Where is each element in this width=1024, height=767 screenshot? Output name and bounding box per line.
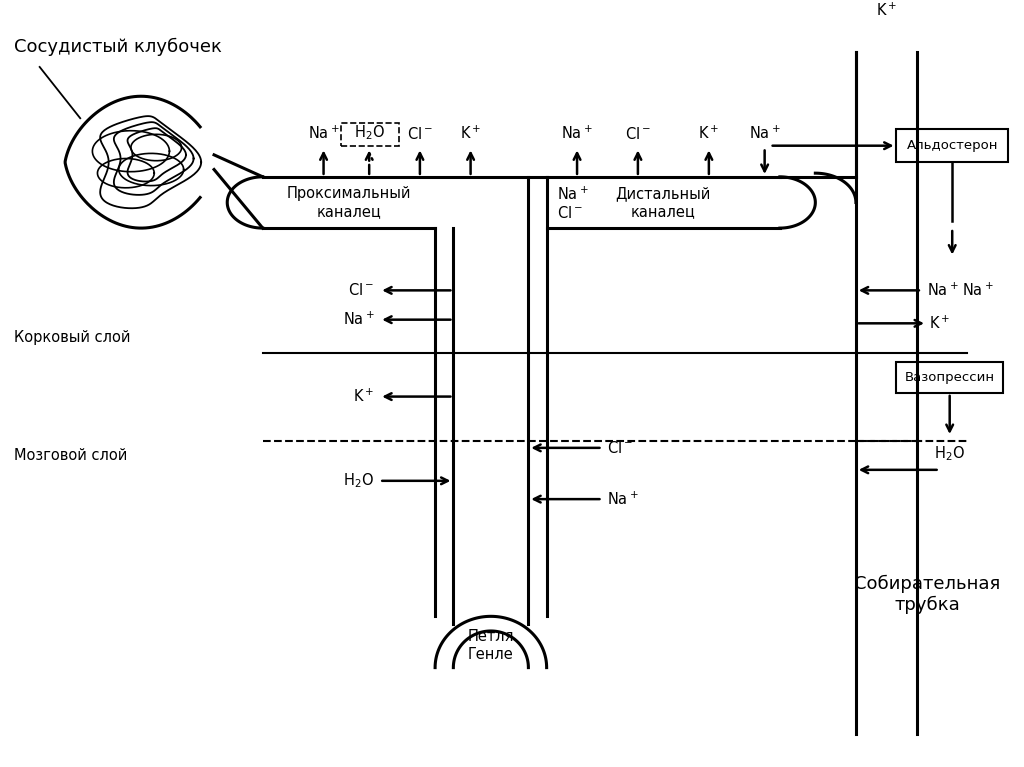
Text: K$^+$: K$^+$ <box>698 124 720 142</box>
Text: Na$^+$: Na$^+$ <box>557 186 589 203</box>
Text: Собирательная
трубка: Собирательная трубка <box>854 574 1000 614</box>
Text: Na$^+$: Na$^+$ <box>607 490 639 508</box>
Text: Cl$^-$: Cl$^-$ <box>348 282 374 298</box>
Text: Вазопрессин: Вазопрессин <box>904 371 994 384</box>
Text: Na$^+$: Na$^+$ <box>308 124 339 142</box>
Text: H$_2$O: H$_2$O <box>353 123 385 142</box>
Text: Na$^+$: Na$^+$ <box>927 281 958 299</box>
Text: Сосудистый клубочек: Сосудистый клубочек <box>14 38 222 56</box>
Text: Na$^+$: Na$^+$ <box>963 281 994 299</box>
Text: Cl$^-$: Cl$^-$ <box>557 205 583 221</box>
Text: K$^+$: K$^+$ <box>460 124 481 142</box>
Bar <box>896 362 1002 393</box>
Text: Cl$^-$: Cl$^-$ <box>625 126 651 142</box>
Text: Na$^+$: Na$^+$ <box>561 124 593 142</box>
Text: H$_2$O: H$_2$O <box>934 444 966 463</box>
Text: K$^+$: K$^+$ <box>353 388 374 405</box>
Text: Петля
Генле: Петля Генле <box>468 630 514 662</box>
Bar <box>896 129 1008 162</box>
Text: Дистальный
каналец: Дистальный каналец <box>615 186 711 219</box>
Bar <box>341 123 398 146</box>
Text: H$_2$O: H$_2$O <box>343 472 374 490</box>
Text: Na$^+$: Na$^+$ <box>343 311 374 328</box>
Text: Мозговой слой: Мозговой слой <box>14 448 128 463</box>
Text: Na$^+$: Na$^+$ <box>749 124 780 142</box>
Text: Проксимальный
каналец: Проксимальный каналец <box>287 186 412 219</box>
Text: Корковый слой: Корковый слой <box>14 331 131 345</box>
Text: Альдостерон: Альдостерон <box>906 139 998 152</box>
Text: Cl$^-$: Cl$^-$ <box>407 126 433 142</box>
Text: Cl$^-$: Cl$^-$ <box>607 439 634 456</box>
Text: K$^+$: K$^+$ <box>929 314 950 332</box>
Text: K$^+$: K$^+$ <box>876 2 897 19</box>
